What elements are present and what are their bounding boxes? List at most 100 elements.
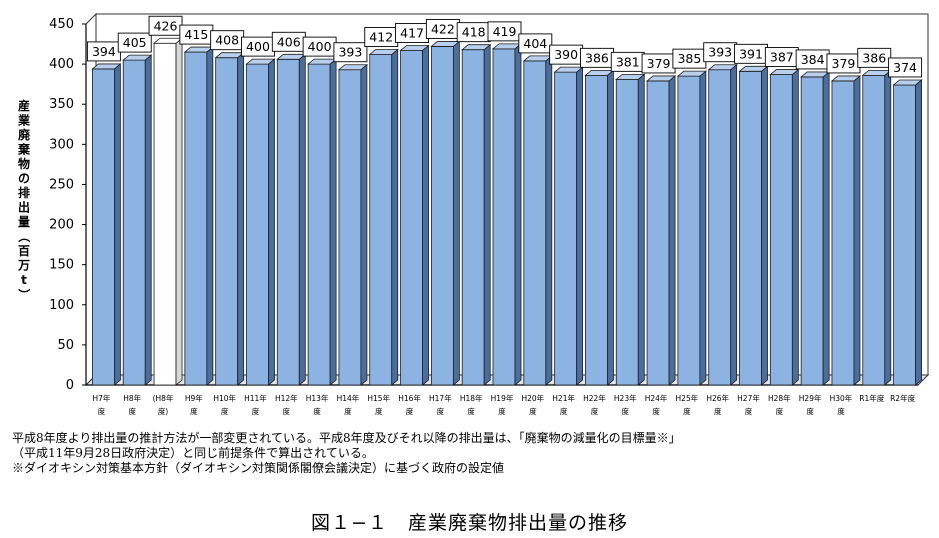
x-tick-label-line2: 度 bbox=[98, 406, 106, 416]
data-label: 393 bbox=[338, 45, 362, 60]
x-tick-label-line2: 度 bbox=[529, 406, 537, 416]
bar-side bbox=[422, 44, 429, 386]
x-tick-label-line2: 度) bbox=[158, 406, 168, 416]
bar-top bbox=[245, 58, 276, 65]
y-axis-label-char: t bbox=[21, 273, 27, 287]
x-tick-label: H13年 bbox=[306, 393, 329, 403]
bar-side bbox=[730, 63, 738, 386]
bar-side bbox=[298, 53, 306, 386]
x-tick-label: R2年度 bbox=[890, 393, 915, 403]
x-tick-label-line2: 度 bbox=[776, 406, 784, 416]
bar bbox=[184, 51, 208, 386]
data-label: 393 bbox=[708, 45, 732, 60]
x-tick-label-line2: 度 bbox=[221, 406, 229, 416]
bar-side bbox=[668, 75, 676, 386]
x-tick-label-line2: 度 bbox=[190, 406, 198, 416]
bar-top bbox=[892, 79, 923, 86]
bar bbox=[276, 58, 300, 386]
x-tick-label-line2: 度 bbox=[745, 406, 753, 416]
data-label: 415 bbox=[184, 27, 208, 42]
bar-side bbox=[360, 63, 368, 386]
x-tick-label-line2: 度 bbox=[560, 406, 568, 416]
bar bbox=[523, 60, 547, 386]
y-axis-label-char: 物 bbox=[18, 156, 30, 171]
bar-side bbox=[791, 68, 799, 386]
y-axis-label-char: の bbox=[18, 172, 30, 186]
bar bbox=[708, 69, 732, 386]
data-label: 417 bbox=[400, 25, 424, 40]
bar-top bbox=[645, 75, 677, 82]
bar bbox=[769, 74, 793, 386]
bar bbox=[122, 59, 146, 386]
x-tick-label-line2: 度 bbox=[591, 406, 599, 416]
bar bbox=[646, 80, 670, 386]
data-label: 386 bbox=[862, 50, 886, 65]
bar bbox=[739, 70, 762, 386]
x-tick-label: R1年度 bbox=[859, 393, 884, 403]
bar bbox=[554, 71, 578, 386]
bar bbox=[215, 57, 239, 386]
data-label: 394 bbox=[92, 44, 116, 59]
y-axis-label-char: 産 bbox=[18, 98, 30, 113]
x-tick-label-line2: 度 bbox=[683, 406, 691, 416]
bar bbox=[153, 42, 177, 386]
y-tick-label: 200 bbox=[49, 218, 74, 233]
x-tick-label-line2: 度 bbox=[128, 406, 136, 416]
y-tick-label: 400 bbox=[49, 57, 74, 72]
data-label: 412 bbox=[369, 29, 393, 44]
y-axis-label-char: 量 bbox=[18, 215, 30, 229]
bar-side bbox=[576, 66, 584, 386]
bar bbox=[430, 46, 454, 386]
bar-side bbox=[452, 40, 460, 386]
y-tick-label: 50 bbox=[57, 338, 74, 353]
x-tick-label-line2: 度 bbox=[622, 406, 630, 416]
x-tick-label-line2: 度 bbox=[714, 406, 722, 416]
y-tick-label: 100 bbox=[49, 298, 74, 313]
footnote-line-2: （平成11年9月28日政府決定）と同じ前提条件で算出されている。 bbox=[12, 446, 374, 460]
x-tick-label: H17年 bbox=[429, 393, 452, 403]
bar-top bbox=[399, 45, 430, 51]
bar-side bbox=[607, 69, 614, 386]
bar-side bbox=[699, 70, 707, 386]
bar-top bbox=[707, 64, 738, 71]
x-tick-label: H20年 bbox=[521, 393, 544, 403]
y-axis-label-char: 棄 bbox=[17, 142, 31, 157]
bar bbox=[492, 48, 516, 386]
data-label: 391 bbox=[739, 46, 763, 61]
bar-side bbox=[329, 58, 337, 386]
figure-caption: 図１−１ 産業廃棄物排出量の推移 bbox=[311, 512, 628, 534]
bar-top bbox=[830, 75, 862, 82]
bar-top bbox=[122, 54, 153, 61]
data-label-box bbox=[888, 57, 923, 78]
bar bbox=[893, 84, 916, 386]
data-label: 379 bbox=[832, 56, 856, 71]
x-tick-label: H11年 bbox=[244, 393, 267, 403]
footnote-line-1: 平成8年度より排出量の推計方法が一部変更されている。平成8年度及びそれ以降の排出… bbox=[12, 431, 681, 445]
bar bbox=[400, 50, 423, 386]
data-label: 390 bbox=[554, 47, 578, 62]
data-label: 426 bbox=[154, 18, 178, 33]
x-tick-label-line2: 度 bbox=[652, 406, 660, 416]
bar-side bbox=[884, 69, 892, 386]
y-tick-label: 250 bbox=[49, 177, 74, 192]
bar-top bbox=[337, 64, 369, 71]
bar-side bbox=[761, 65, 768, 386]
x-tick-label-line2: 度 bbox=[406, 406, 414, 416]
bar-top bbox=[461, 44, 492, 51]
x-tick-label: H18年 bbox=[460, 393, 483, 403]
bar-side bbox=[144, 54, 152, 386]
bar-side bbox=[114, 63, 121, 386]
bar-side bbox=[545, 55, 553, 386]
x-tick-label-line2: 度 bbox=[437, 406, 445, 416]
x-tick-label-line2: 度 bbox=[344, 406, 352, 416]
x-tick-label: H21年 bbox=[552, 393, 575, 403]
x-tick-label: H14年 bbox=[337, 393, 360, 403]
data-label-box bbox=[117, 32, 152, 53]
bar bbox=[862, 74, 886, 386]
x-tick-label-line2: 度 bbox=[806, 406, 814, 416]
y-tick-label: 350 bbox=[49, 97, 74, 112]
data-label: 400 bbox=[246, 39, 270, 54]
y-axis-label-char: 出 bbox=[18, 200, 30, 215]
bar bbox=[92, 68, 115, 386]
